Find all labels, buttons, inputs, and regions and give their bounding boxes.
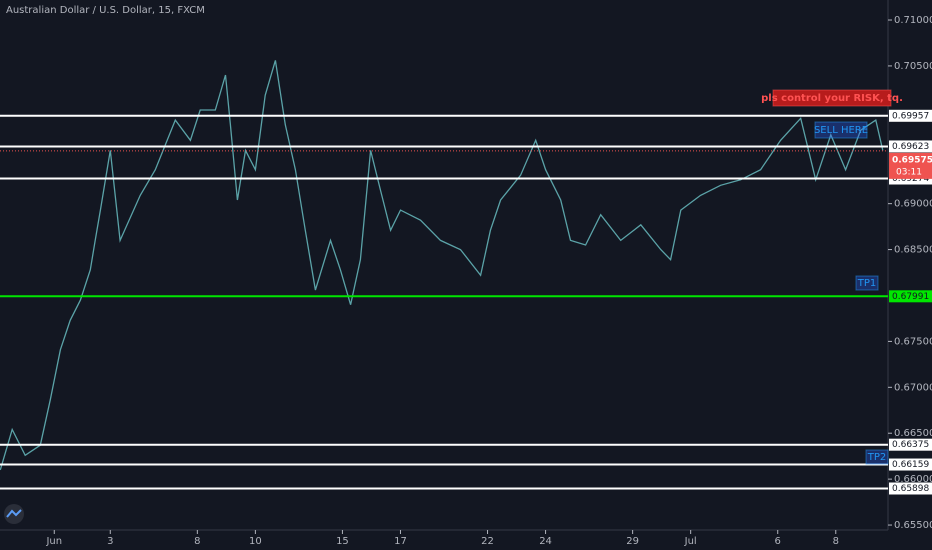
y-tick-label: 0.67000	[894, 382, 932, 393]
level-label: 0.69623	[892, 142, 929, 152]
logo-icon[interactable]	[6, 509, 22, 518]
x-tick-label: 17	[394, 536, 407, 547]
level-label: 0.69274	[892, 174, 929, 184]
price-line	[0, 60, 884, 471]
y-tick-label: 0.69000	[894, 199, 932, 210]
countdown-label: 03:11	[896, 167, 922, 177]
x-tick-label: 22	[481, 536, 494, 547]
level-label: 0.67991	[892, 292, 929, 302]
logo[interactable]	[4, 504, 24, 524]
annotation-box	[772, 89, 892, 107]
level-label-box	[889, 482, 932, 495]
x-tick-label: 8	[833, 536, 839, 547]
annotation-box	[814, 121, 868, 139]
last-price-label: 0.69575	[892, 155, 932, 165]
level-label: 0.66375	[892, 440, 929, 450]
y-tick-label: 0.70500	[894, 61, 932, 72]
x-tick-label: Jun	[45, 536, 62, 547]
x-tick-label: Jul	[684, 536, 697, 547]
y-tick-label: 0.68500	[894, 245, 932, 256]
annotation: TP2	[867, 452, 887, 463]
level-label-box	[889, 458, 932, 471]
y-tick-label: 0.67500	[894, 336, 932, 347]
level-label-box	[889, 109, 932, 122]
x-tick-label: 10	[249, 536, 262, 547]
level-label: 0.65898	[892, 484, 929, 494]
y-tick-label: 0.65500	[894, 520, 932, 531]
y-tick-label: 0.71000	[894, 15, 932, 26]
y-tick-label: 0.66500	[894, 428, 932, 439]
annotation-box	[855, 275, 879, 291]
x-tick-label: 3	[107, 536, 113, 547]
x-tick-label: 15	[336, 536, 349, 547]
y-tick-label: 0.66000	[894, 474, 932, 485]
annotation: TP1	[857, 278, 877, 289]
level-label: 0.69957	[892, 111, 929, 121]
x-tick-label: 24	[539, 536, 552, 547]
x-tick-label: 29	[626, 536, 639, 547]
annotation: pls control your RISK, tq.	[761, 93, 903, 104]
annotation: SELL HERE	[814, 125, 868, 136]
chart-title: Australian Dollar / U.S. Dollar, 15, FXC…	[6, 5, 205, 16]
annotation-box	[865, 449, 889, 465]
level-label-box	[889, 140, 932, 153]
level-label-box	[889, 438, 932, 451]
x-tick-label: 8	[194, 536, 200, 547]
last-price-box	[889, 152, 932, 179]
x-tick-label: 6	[775, 536, 781, 547]
level-label-box	[889, 290, 932, 303]
level-label: 0.66159	[892, 460, 929, 470]
